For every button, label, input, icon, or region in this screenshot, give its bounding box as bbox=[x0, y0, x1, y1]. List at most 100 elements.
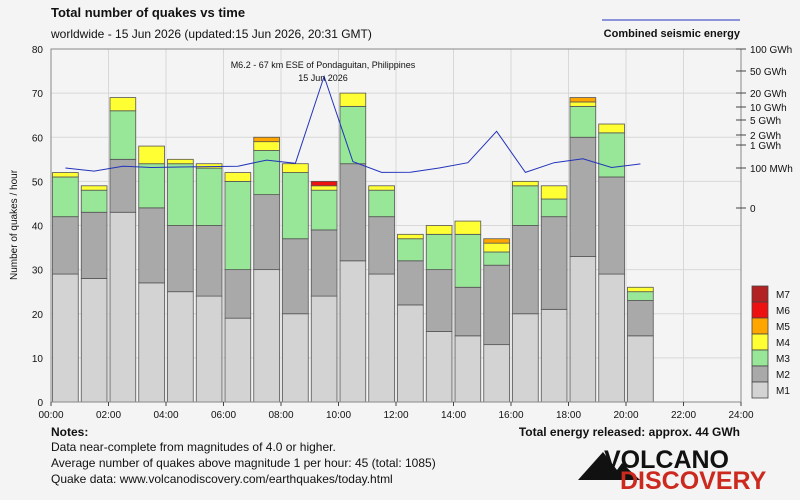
grid bbox=[51, 49, 741, 402]
bar-segment-m3 bbox=[425, 233, 453, 271]
legend-swatch-m4 bbox=[751, 333, 769, 351]
bar-segment-m1 bbox=[52, 273, 79, 403]
chart-title: Total number of quakes vs time bbox=[51, 5, 245, 20]
x-axis: 00:00 02:00 04:00 06:00 08:00 10:00 12:00 14:00… bbox=[38, 402, 754, 421]
annotation-line1: M6.2 - 67 km ESE of Pondaguitan, Philipp… bbox=[231, 60, 416, 70]
bar-segment-m1 bbox=[425, 330, 453, 403]
energy-tick-label: 20 GWh bbox=[750, 89, 787, 100]
logo-line1: VOLCANO bbox=[604, 446, 729, 474]
bar-segment-m2 bbox=[138, 207, 165, 284]
total-energy: Total energy released: approx. 44 GWh bbox=[519, 425, 740, 439]
bar-segment-m3 bbox=[167, 163, 194, 226]
legend-swatch-m7 bbox=[751, 285, 769, 303]
bar-segment-m2 bbox=[195, 225, 223, 297]
bar-segment-m5 bbox=[253, 136, 280, 143]
bar-segment-m4 bbox=[368, 185, 395, 191]
notes-line1: Data near-complete from magnitudes of 4.… bbox=[51, 440, 336, 454]
legend-swatch-m5 bbox=[751, 317, 769, 335]
legend-swatch-m2 bbox=[751, 365, 769, 383]
bar-segment-m2 bbox=[454, 286, 482, 337]
bar-segment-m3 bbox=[310, 189, 338, 231]
x-tick-label: 00:00 bbox=[38, 410, 63, 421]
legend-swatch-m1 bbox=[751, 381, 769, 399]
bar-segment-m1 bbox=[80, 278, 108, 403]
x-tick-label: 08:00 bbox=[268, 410, 293, 421]
bar-segment-m2 bbox=[368, 216, 395, 275]
y-tick-label: 70 bbox=[32, 89, 44, 100]
bar-segment-m3 bbox=[80, 189, 108, 213]
bar-segment-m2 bbox=[598, 176, 625, 275]
chart-subtitle: worldwide - 15 Jun 2026 (updated:15 Jun … bbox=[50, 27, 372, 41]
energy-tick-label: 10 GWh bbox=[750, 103, 787, 114]
energy-series bbox=[65, 74, 641, 173]
bar-segment-m1 bbox=[598, 273, 625, 403]
bar-segment-m4 bbox=[627, 286, 654, 293]
legend-label-m1: M1 bbox=[776, 386, 790, 397]
bar-segment-m4 bbox=[167, 158, 194, 165]
bar-segment-m4 bbox=[195, 163, 223, 169]
bar-segment-m1 bbox=[282, 313, 309, 403]
bars bbox=[52, 92, 654, 403]
bar-segment-m3 bbox=[195, 167, 223, 226]
logo-line2: DISCOVERY bbox=[620, 467, 767, 495]
x-tick-label: 18:00 bbox=[556, 410, 581, 421]
bar-segment-m3 bbox=[52, 176, 79, 218]
x-tick-label: 14:00 bbox=[441, 410, 466, 421]
x-tick-label: 04:00 bbox=[153, 410, 178, 421]
bar-segment-m4 bbox=[425, 225, 453, 235]
bar-segment-m1 bbox=[397, 304, 424, 403]
bar-segment-m1 bbox=[195, 295, 223, 403]
volcano-icon bbox=[578, 452, 640, 480]
x-tick-label: 24:00 bbox=[728, 410, 753, 421]
legend-label-m2: M2 bbox=[776, 370, 790, 381]
y-tick-label: 50 bbox=[32, 177, 44, 188]
bar-segment-m3 bbox=[627, 291, 654, 301]
legend-label-m3: M3 bbox=[776, 354, 790, 365]
bar-segment-m1 bbox=[569, 255, 597, 403]
energy-legend-label: Combined seismic energy bbox=[604, 28, 741, 40]
legend-label-m6: M6 bbox=[776, 306, 790, 317]
bar-segment-m3 bbox=[282, 172, 309, 240]
energy-line bbox=[65, 74, 641, 173]
bar-segment-m1 bbox=[109, 211, 137, 403]
bar-segment-m4 bbox=[52, 172, 79, 178]
legend-swatch-m6 bbox=[751, 301, 769, 319]
x-tick-label: 20:00 bbox=[613, 410, 638, 421]
bar-segment-m4 bbox=[512, 180, 539, 187]
bar-segment-m1 bbox=[627, 335, 654, 403]
energy-tick-label: 1 GWh bbox=[750, 141, 781, 152]
x-tick-label: 06:00 bbox=[211, 410, 236, 421]
bar-segment-m1 bbox=[540, 308, 568, 403]
bar-segment-m1 bbox=[138, 282, 165, 403]
y-tick-label: 10 bbox=[32, 354, 44, 365]
y-tick-label: 80 bbox=[32, 45, 44, 56]
volcanodiscovery-logo: VOLCANO DISCOVERY bbox=[578, 446, 767, 495]
bar-segment-m2 bbox=[80, 211, 108, 279]
legend-label-m5: M5 bbox=[776, 322, 790, 333]
bar-segment-m2 bbox=[540, 216, 568, 310]
bar-segment-m3 bbox=[598, 132, 625, 178]
bar-segment-m3 bbox=[540, 198, 568, 218]
bar-segment-m4 bbox=[397, 233, 424, 240]
bar-segment-m4 bbox=[253, 141, 280, 151]
bar-segment-m2 bbox=[483, 264, 510, 346]
bar-segment-m1 bbox=[339, 260, 367, 403]
bar-segment-m5 bbox=[483, 238, 510, 244]
y-tick-label: 20 bbox=[32, 310, 44, 321]
energy-tick-label: 50 GWh bbox=[750, 67, 787, 78]
bar-segment-m3 bbox=[224, 180, 252, 271]
bar-segment-m4 bbox=[598, 123, 625, 134]
bar-segment-m4 bbox=[569, 101, 597, 107]
y-tick-label: 60 bbox=[32, 133, 44, 144]
bar-segment-m3 bbox=[569, 105, 597, 138]
energy-tick-label: 100 GWh bbox=[750, 45, 792, 56]
bar-segment-m1 bbox=[368, 273, 395, 403]
bar-segment-m3 bbox=[512, 185, 539, 226]
bar-segment-m2 bbox=[339, 163, 367, 262]
bar-segment-m2 bbox=[52, 216, 79, 275]
bar-segment-m4 bbox=[282, 163, 309, 173]
y-axis-label: Number of quakes / hour bbox=[9, 169, 20, 280]
bar-segment-m4 bbox=[310, 185, 338, 191]
